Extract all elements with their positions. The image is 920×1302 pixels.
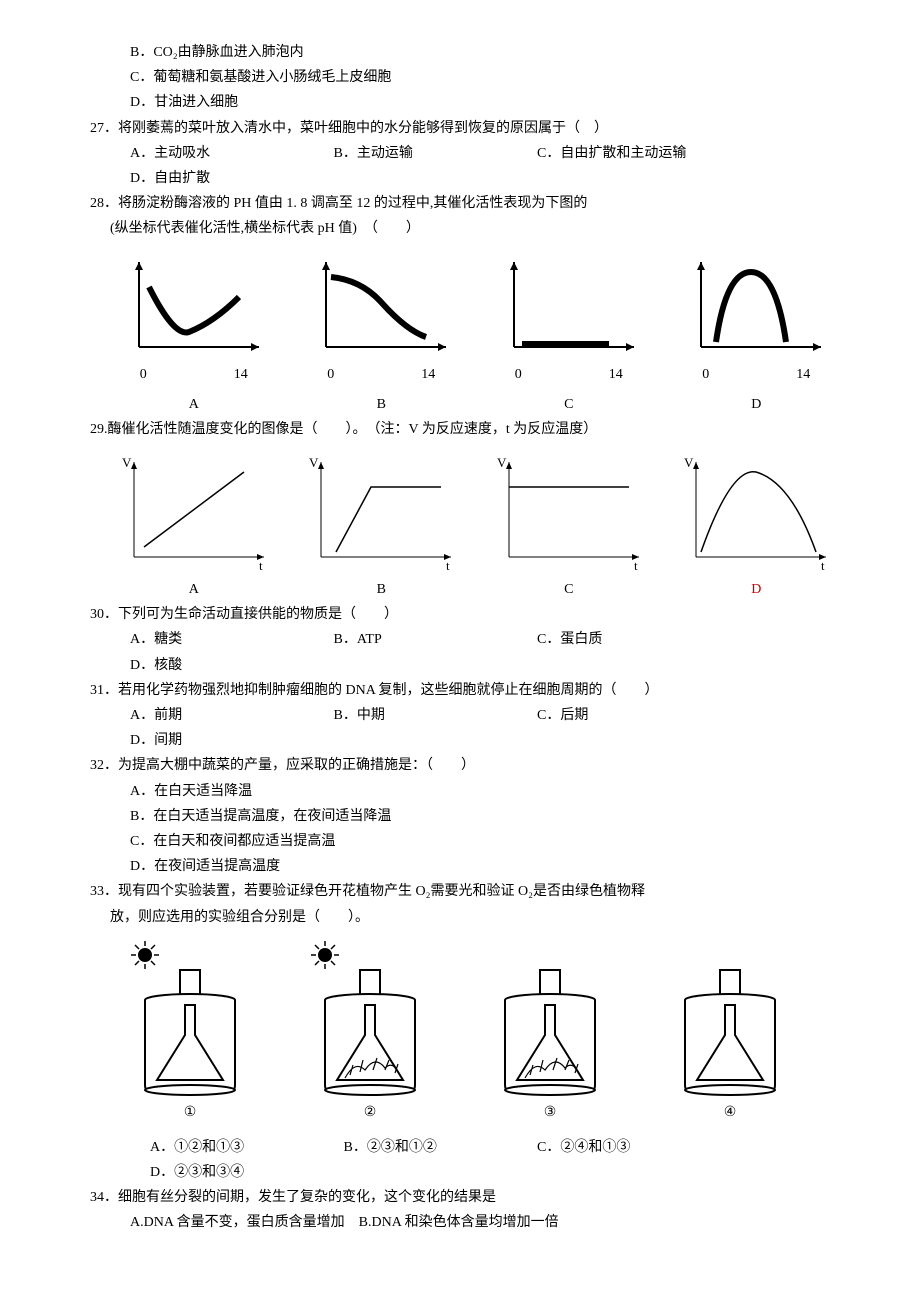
q28B-x0: 0 [327,367,334,382]
q33-options: A．①②和①③ B．②③和①② C．②④和①③ D．②③和③④ [150,1135,850,1185]
q30-D: D．核酸 [130,653,290,678]
q30-options: A．糖类 B．ATP C．蛋白质 D．核酸 [130,627,850,677]
q29-labels: A B C D [100,577,850,602]
q27-stem: 27．将刚萎蔫的菜叶放入清水中，菜叶细胞中的水分能够得到恢复的原因属于（ ） [90,116,850,141]
q32-A: A．在白天适当降温 [130,779,850,804]
q30-B: B．ATP [334,627,494,652]
q33-figures: ① [100,940,820,1125]
q31-B: B．中期 [334,703,494,728]
q28-stem1: 28．将肠淀粉酶溶液的 PH 值由 1. 8 调高至 12 的过程中,其催化活性… [90,191,850,216]
q27-C: C．自由扩散和主动运输 [537,141,737,166]
svg-text:t: t [634,558,638,572]
q33-fig2 [305,940,435,1100]
q33-lab3: ③ [485,1100,615,1125]
q26-optD: D．甘油进入细胞 [130,90,850,115]
q30-stem: 30．下列可为生命活动直接供能的物质是（ ） [90,602,850,627]
q29-stem: 29.酶催化活性随温度变化的图像是（ ）。 （注：V 为反应速度，t 为反应温度… [90,417,850,442]
q28C-x1: 14 [609,367,623,382]
q32-stem: 32．为提高大棚中蔬菜的产量，应采取的正确措施是：（ ） [90,753,850,778]
q29-labB: B [301,577,461,602]
q33-fig1 [125,940,255,1100]
q30-C: C．蛋白质 [537,627,697,652]
q28-labels: A B C D [100,392,850,417]
q31-options: A．前期 B．中期 C．后期 D．间期 [130,703,850,753]
q32-D: D．在夜间适当提高温度 [130,854,850,879]
q27-A: A．主动吸水 [130,141,290,166]
svg-text:V: V [684,455,694,470]
svg-text:t: t [821,558,825,572]
q28-labA: A [119,392,269,417]
q31-A: A．前期 [130,703,290,728]
q33-fig3 [485,940,615,1100]
q31-stem: 31．若用化学药物强烈地抑制肿瘤细胞的 DNA 复制，这些细胞就停止在细胞周期的… [90,678,850,703]
q28D-x1: 14 [796,367,810,382]
q28-labC: C [494,392,644,417]
q29-labD: D [676,577,836,602]
q29-chart-A: V t [114,452,274,572]
q33-lab4: ④ [665,1100,795,1125]
q33-A: A．①②和①③ [150,1135,300,1160]
q28-labD: D [681,392,831,417]
q28-chart-C [494,252,644,362]
svg-text:V: V [309,455,319,470]
q33-stem2: 放，则应选用的实验组合分别是（ ）。 [110,905,850,930]
q28-charts: 0 14 0 14 0 14 [100,252,850,387]
q27-B: B．主动运输 [334,141,494,166]
q32-C: C．在白天和夜间都应适当提高温 [130,829,850,854]
q28-chart-D [681,252,831,362]
q28C-x0: 0 [515,367,522,382]
q26-optC: C．葡萄糖和氨基酸进入小肠绒毛上皮细胞 [130,65,850,90]
svg-text:V: V [497,455,507,470]
q33-D: D．②③和③④ [150,1160,300,1185]
q26-optB: B．CO₂由静脉血进入肺泡内 [130,40,850,65]
svg-text:t: t [446,558,450,572]
q33-B: B．②③和①② [344,1135,494,1160]
q34-stem: 34．细胞有丝分裂的间期，发生了复杂的变化，这个变化的结果是 [90,1185,850,1210]
q29A-ylab: V [122,455,132,470]
q27-D: D．自由扩散 [130,166,290,191]
q34-B: B.DNA 和染色体含量均增加一倍 [359,1215,559,1230]
q29-chart-B: V t [301,452,461,572]
q28-chart-B [306,252,456,362]
q28-stem2: (纵坐标代表催化活性,横坐标代表 pH 值) （ ） [110,216,850,241]
q31-C: C．后期 [537,703,697,728]
q29-charts: V t V t V t [100,452,850,572]
q28A-x1: 14 [234,367,248,382]
q30-A: A．糖类 [130,627,290,652]
q33-stem1: 33．现有四个实验装置，若要验证绿色开花植物产生 O₂需要光和验证 O₂是否由绿… [90,879,850,904]
q27-options: A．主动吸水 B．主动运输 C．自由扩散和主动运输 D．自由扩散 [130,141,850,191]
q29-labC: C [489,577,649,602]
q34-opts: A.DNA 含量不变，蛋白质含量增加 B.DNA 和染色体含量均增加一倍 [130,1210,850,1235]
q28B-x1: 14 [421,367,435,382]
q28-labB: B [306,392,456,417]
q32-B: B．在白天适当提高温度，在夜间适当降温 [130,804,850,829]
q33-fig4 [665,940,795,1100]
q29A-xlab: t [259,558,263,572]
q33-lab2: ② [305,1100,435,1125]
q31-D: D．间期 [130,728,290,753]
q29-labA: A [114,577,274,602]
q34-A: A.DNA 含量不变，蛋白质含量增加 [130,1215,345,1230]
q33-lab1: ① [125,1100,255,1125]
q28D-x0: 0 [702,367,709,382]
q28-chart-A [119,252,269,362]
q33-C: C．②④和①③ [537,1135,687,1160]
q29-chart-D: V t [676,452,836,572]
q29-chart-C: V t [489,452,649,572]
q28A-x0: 0 [140,367,147,382]
